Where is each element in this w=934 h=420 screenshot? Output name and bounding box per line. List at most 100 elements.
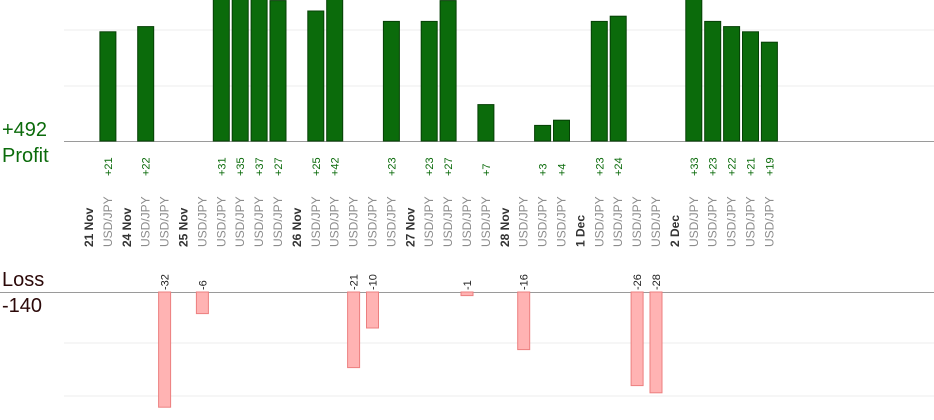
profit-value-label: +7 (481, 163, 493, 176)
profit-value-label: +31 (216, 157, 228, 176)
pair-label: USD/JPY (309, 196, 323, 247)
profit-bar (685, 0, 703, 142)
loss-bar (158, 291, 172, 408)
pair-label: USD/JPY (725, 196, 739, 247)
profit-bar (760, 41, 778, 142)
loss-bar (366, 291, 379, 329)
pair-label: USD/JPY (441, 196, 455, 247)
loss-bar (630, 291, 644, 387)
profit-bar (269, 0, 287, 142)
loss-value-label: -10 (368, 274, 380, 290)
profit-value-label: +35 (235, 157, 247, 176)
date-label: 28 Nov (498, 207, 512, 247)
profit-bar (250, 0, 268, 142)
profit-bar (231, 0, 249, 142)
loss-label: Loss (2, 269, 45, 291)
pair-label: USD/JPY (158, 196, 172, 247)
pair-label: USD/JPY (649, 196, 663, 247)
pair-label: USD/JPY (384, 196, 398, 247)
profit-bar (704, 20, 722, 142)
pair-label: USD/JPY (687, 196, 701, 247)
loss-bar (649, 291, 663, 394)
pair-label: USD/JPY (271, 196, 285, 247)
profit-value-label: +27 (273, 157, 285, 176)
profit-bar (590, 20, 608, 142)
profit-value-label: +19 (764, 157, 776, 176)
profit-label: Profit (2, 145, 49, 167)
profit-value-label: +23 (424, 157, 436, 176)
profit-value-label: +4 (557, 163, 569, 176)
profit-value-label: +27 (443, 157, 455, 176)
profit-bar (609, 15, 627, 142)
profit-bar (212, 0, 230, 142)
profit-value-label: +21 (103, 157, 115, 176)
loss-value-label: -21 (349, 274, 361, 290)
profit-bar (534, 124, 552, 142)
pair-label: USD/JPY (517, 196, 531, 247)
pair-label: USD/JPY (611, 196, 625, 247)
pair-label: USD/JPY (101, 196, 115, 247)
loss-bar (347, 291, 361, 369)
date-label: 2 Dec (668, 215, 682, 247)
profit-value-label: +25 (311, 157, 323, 176)
date-label: 26 Nov (290, 207, 304, 247)
profit-bar (553, 119, 570, 142)
date-label: 24 Nov (120, 207, 134, 247)
profit-bar (137, 26, 155, 142)
profit-value-label: +42 (330, 157, 342, 176)
profit-bar (99, 31, 117, 142)
loss-bar (195, 291, 209, 315)
profit-value-label: +24 (613, 157, 625, 176)
profit-value-label: +22 (727, 157, 739, 176)
profit-value-label: +33 (689, 157, 701, 176)
loss-value-label: -16 (519, 274, 531, 290)
loss-total: -140 (2, 295, 43, 317)
profit-bar (723, 26, 741, 142)
pair-label: USD/JPY (195, 196, 209, 247)
pair-label: USD/JPY (328, 196, 342, 247)
profit-value-label: +3 (538, 163, 550, 176)
profit-bar (420, 20, 438, 142)
pair-label: USD/JPY (139, 196, 153, 247)
loss-value-label: -1 (462, 280, 474, 290)
pair-label: USD/JPY (233, 196, 247, 247)
loss-value-label: -26 (632, 274, 644, 290)
profit-bar (742, 31, 759, 142)
loss-value-label: -28 (651, 274, 663, 290)
profit-bar (439, 0, 457, 142)
profit-value-label: +23 (708, 157, 720, 176)
loss-value-label: -32 (160, 274, 172, 290)
pair-label: USD/JPY (479, 196, 493, 247)
pair-label: USD/JPY (536, 196, 550, 247)
loss-bar (460, 291, 474, 297)
date-label: 21 Nov (82, 207, 96, 247)
pair-label: USD/JPY (347, 196, 361, 247)
profit-bar (477, 104, 495, 142)
pair-label: USD/JPY (460, 196, 474, 247)
profit-bar (382, 20, 400, 142)
pair-label: USD/JPY (366, 196, 380, 247)
pair-label: USD/JPY (214, 196, 228, 247)
pair-label: USD/JPY (706, 196, 720, 247)
pair-label: USD/JPY (555, 196, 569, 247)
pair-label: USD/JPY (592, 196, 606, 247)
profit-value-label: +23 (386, 157, 398, 176)
pair-label: USD/JPY (744, 196, 758, 247)
loss-value-label: -6 (197, 280, 209, 290)
profit-value-label: +37 (254, 157, 266, 176)
date-label: 1 Dec (573, 215, 587, 247)
pair-label: USD/JPY (762, 196, 776, 247)
profit-total: +492 (2, 119, 48, 141)
profit-value-label: +23 (594, 157, 606, 176)
profit-value-label: +21 (746, 157, 758, 176)
loss-bar (517, 291, 531, 351)
date-label: 25 Nov (177, 207, 191, 247)
pair-label: USD/JPY (630, 196, 644, 247)
pair-label: USD/JPY (422, 196, 436, 247)
pair-label: USD/JPY (252, 196, 266, 247)
profit-bar (307, 10, 325, 142)
profit-value-label: +22 (141, 157, 153, 176)
date-label: 27 Nov (403, 207, 417, 247)
profit-bar (326, 0, 344, 142)
